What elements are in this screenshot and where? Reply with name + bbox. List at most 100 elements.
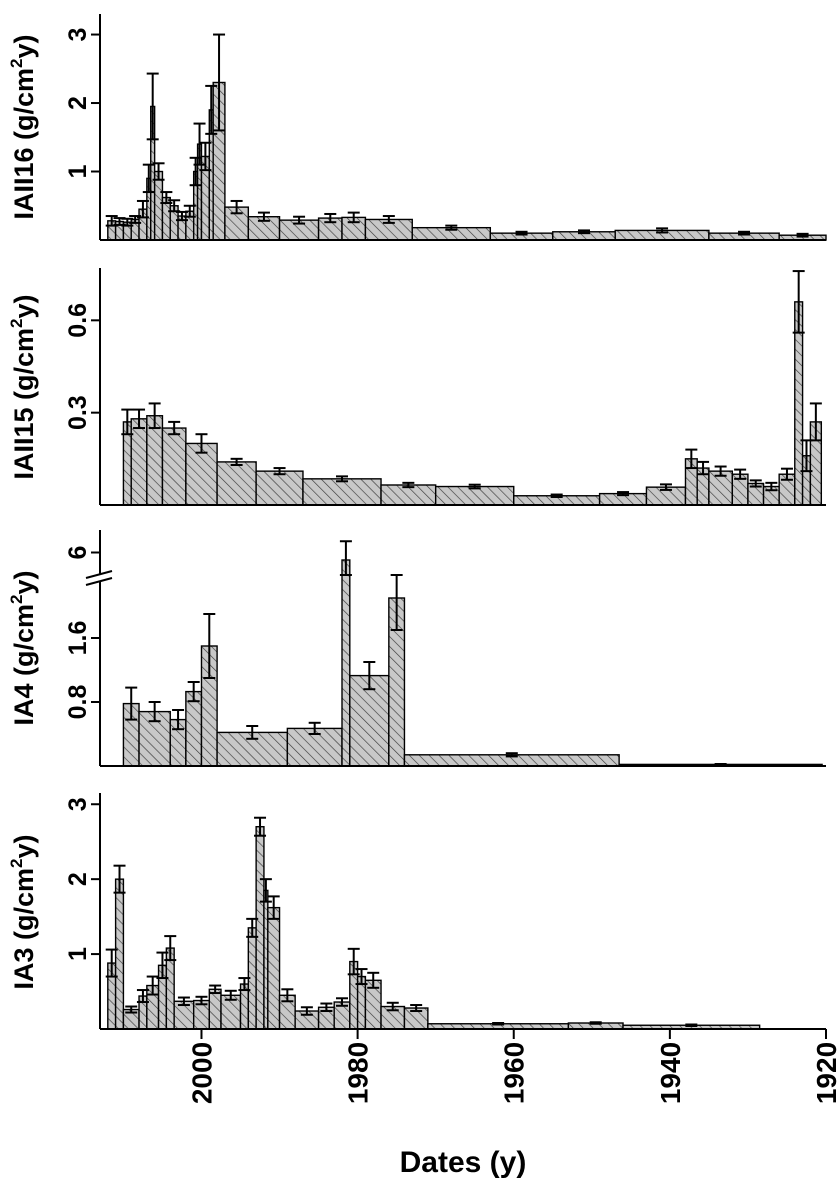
errorbar-iaii16-2	[121, 217, 134, 227]
xtick-label-0: 2000	[186, 1042, 217, 1104]
errorbar-iaii16-24	[515, 230, 528, 236]
errorbar-iaii15-12	[659, 483, 672, 491]
xtick-label-4: 1920	[811, 1042, 838, 1104]
errorbar-ia4-0	[125, 686, 138, 721]
bar-ia4-7	[341, 559, 351, 767]
errorbar-iaii16-15	[205, 84, 218, 135]
errorbar-ia3-16	[281, 988, 294, 1003]
errorbar-iaii16-27	[738, 230, 751, 236]
errorbar-ia4-4	[203, 613, 216, 679]
errorbar-iaii16-3	[129, 215, 142, 224]
errorbar-iaii16-20	[324, 212, 337, 224]
errorbar-ia4-3	[187, 681, 200, 703]
errorbar-iaii16-17	[230, 199, 243, 215]
errorbar-ia4-8	[363, 661, 376, 691]
errorbar-iaii16-23	[445, 224, 458, 231]
errorbar-iaii15-2	[148, 402, 161, 430]
panel-ia4: IA4 (g/cm2y) 0.8 1.6 6	[7, 530, 826, 767]
errorbar-iaii15-6	[273, 467, 286, 476]
errorbar-ia3-3	[136, 989, 149, 1004]
bar-ia3-15	[267, 906, 281, 1030]
errorbar-ia4-2	[172, 709, 185, 731]
errorbar-iaii15-19	[780, 467, 793, 481]
panel-ia3-errorbars	[105, 816, 698, 1028]
errorbar-ia3-21	[355, 968, 368, 986]
errorbar-iaii15-8	[402, 481, 415, 489]
errorbar-iaii16-26	[656, 227, 669, 234]
errorbar-ia3-17	[300, 1006, 313, 1016]
errorbar-ia3-7	[177, 996, 190, 1007]
bar-iaii15-6	[255, 470, 304, 506]
panel-iaii16: IAII16 (g/cm2y) 1 2 3	[7, 14, 827, 241]
errorbar-ia3-20	[347, 947, 360, 976]
errorbar-ia3-26	[589, 1021, 602, 1025]
bar-ia3-9	[208, 988, 222, 1030]
errorbar-iaii15-10	[550, 493, 563, 498]
panel-iaii15-bars	[122, 301, 823, 506]
xtick-label-1: 1980	[343, 1042, 374, 1104]
errorbar-iaii15-3	[168, 420, 181, 436]
errorbar-iaii15-17	[749, 479, 762, 488]
xtick-label-2: 1960	[499, 1042, 530, 1104]
errorbar-ia3-18	[320, 1002, 333, 1013]
axis-break-mark	[85, 570, 113, 586]
errorbar-ia3-12	[246, 917, 259, 938]
panel-iaii16-yticks: 1 2 3	[64, 28, 100, 178]
ytick-label-iaii15-1: 0.6	[64, 303, 92, 338]
ytick-label-iaii16-2: 3	[64, 28, 92, 42]
errorbar-iaii15-4	[195, 433, 208, 454]
errorbar-iaii15-18	[765, 481, 778, 492]
errorbar-ia3-27	[685, 1023, 698, 1028]
x-axis-ticks: 2000 1980 1960 1940 1920	[186, 1029, 838, 1104]
errorbar-ia3-10	[224, 989, 237, 1001]
errorbar-iaii16-21	[347, 211, 360, 224]
errorbar-ia4-7	[339, 540, 352, 576]
errorbar-iaii15-22	[809, 402, 822, 442]
bar-iaii15-1	[130, 418, 148, 506]
errorbar-ia3-0	[105, 948, 118, 978]
ytick-label-iaii16-0: 1	[64, 164, 92, 178]
errorbar-ia4-10	[505, 752, 518, 758]
errorbar-iaii16-22	[382, 215, 395, 224]
panel-iaii16-bars	[107, 81, 827, 241]
panel-ia4-ylabel: IA4 (g/cm2y)	[7, 570, 39, 725]
errorbar-ia3-13	[254, 816, 267, 837]
errorbar-iaii16-19	[293, 215, 306, 225]
errorbar-iaii15-14	[697, 460, 710, 476]
ytick-label-ia3-0: 1	[64, 947, 92, 961]
ytick-label-ia3-1: 2	[64, 872, 92, 886]
errorbar-iaii15-1	[133, 408, 146, 430]
panel-ia3: IA3 (g/cm2y) 1 2 3 2000 1980 1960 1940 1920 Da…	[7, 793, 838, 1179]
errorbar-ia3-9	[209, 984, 222, 995]
xtick-label-3: 1940	[655, 1042, 686, 1104]
panel-ia3-bars	[107, 826, 761, 1030]
errorbar-ia4-11	[714, 763, 727, 766]
errorbar-ia3-6	[164, 935, 177, 962]
errorbar-iaii16-13	[193, 122, 206, 166]
errorbar-ia3-8	[195, 995, 208, 1006]
errorbar-iaii16-16	[213, 33, 226, 132]
bar-iaii15-2	[146, 415, 164, 506]
errorbar-iaii16-4	[136, 199, 149, 219]
ytick-label-iaii16-1: 2	[64, 96, 92, 110]
ytick-label-ia4-1: 1.6	[64, 621, 92, 656]
errorbar-ia3-5	[156, 951, 169, 980]
errorbar-ia3-4	[146, 975, 159, 996]
errorbar-ia3-25	[492, 1022, 505, 1026]
errorbar-iaii16-7	[152, 162, 165, 181]
panel-ia4-yticks: 0.8 1.6 6	[64, 546, 100, 719]
errorbar-iaii16-11	[183, 204, 196, 218]
errorbar-iaii15-13	[685, 448, 698, 470]
panel-ia4-errorbars	[125, 540, 727, 766]
errorbar-ia3-23	[386, 1001, 399, 1012]
errorbar-iaii16-25	[578, 229, 590, 235]
ytick-label-ia4-2: 6	[64, 546, 92, 560]
ytick-label-ia3-2: 3	[64, 797, 92, 811]
errorbar-ia3-11	[238, 977, 251, 992]
errorbar-iaii16-6	[146, 72, 159, 141]
bar-iaii15-7	[302, 478, 382, 506]
x-axis-title: Dates (y)	[400, 1146, 527, 1179]
errorbar-iaii15-15	[714, 465, 727, 477]
errorbar-iaii16-18	[257, 211, 270, 222]
